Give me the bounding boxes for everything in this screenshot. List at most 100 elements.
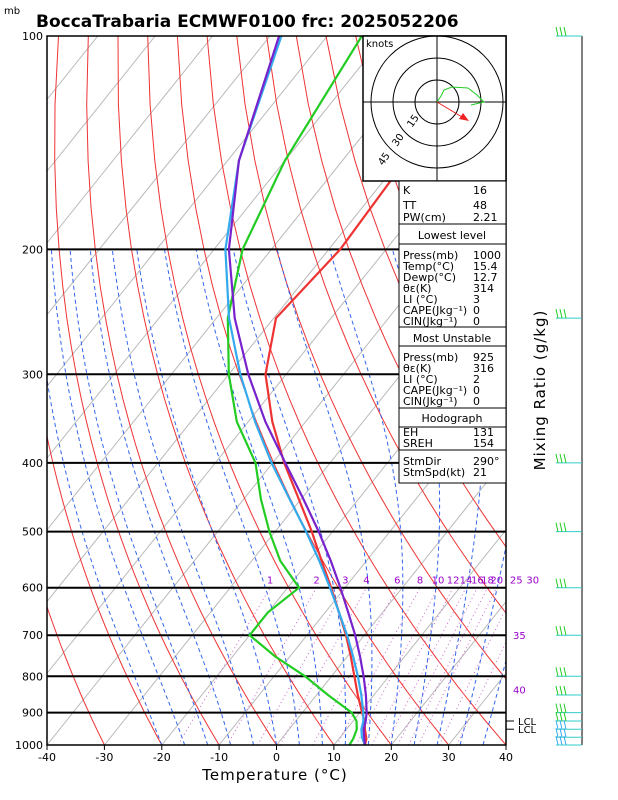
hodo-stmspd-val: 21 bbox=[473, 466, 487, 479]
dry-adiabat-line bbox=[564, 36, 618, 745]
mu-cin-key: CIN(Jkg⁻¹) bbox=[403, 395, 458, 408]
pressure-tick-label: 700 bbox=[22, 629, 43, 642]
hodo-stmdir-val: 290° bbox=[473, 455, 500, 468]
wind-barb-feather bbox=[555, 703, 559, 713]
mixing-ratio-line bbox=[336, 587, 421, 745]
wind-barb-feather bbox=[559, 703, 563, 713]
mu-thetae-val: 316 bbox=[473, 362, 494, 375]
wind-barb-feather bbox=[555, 685, 559, 696]
wind-barb-feather bbox=[563, 522, 567, 532]
mixing-ratio-label: 30 bbox=[526, 576, 539, 587]
wind-barb-feather bbox=[559, 453, 563, 464]
idx-k-val: 16 bbox=[473, 184, 487, 197]
idx-k-key: K bbox=[403, 184, 411, 197]
mixing-ratio-label: 25 bbox=[510, 576, 523, 587]
hodograph-ring-15 bbox=[414, 79, 460, 125]
moist-adiabat-line bbox=[47, 376, 163, 745]
mu-press-key: Press(mb) bbox=[403, 351, 458, 364]
pressure-unit-label: mb bbox=[4, 6, 20, 17]
low-li-val: 3 bbox=[473, 293, 480, 306]
pressure-tick-label: 600 bbox=[22, 582, 43, 595]
mixing-ratio-line bbox=[438, 607, 506, 745]
indices-box-lowest bbox=[398, 223, 507, 328]
wind-barb-feather bbox=[555, 626, 559, 636]
isotherm-line bbox=[563, 36, 618, 745]
dry-adiabat-line bbox=[594, 36, 618, 745]
wind-barb-feather bbox=[555, 728, 559, 738]
dewpoint-profile bbox=[226, 36, 363, 745]
x-axis-label: Temperature (°C) bbox=[201, 766, 347, 784]
mixing-ratio-line bbox=[371, 587, 454, 745]
wind-barb-feather bbox=[563, 711, 567, 722]
mu-cin-val: 0 bbox=[473, 395, 480, 408]
wind-barb-feather bbox=[563, 453, 567, 464]
wind-barb-feather bbox=[559, 667, 563, 677]
mixing-ratio-label: 2 bbox=[313, 576, 319, 587]
wind-barbs bbox=[555, 26, 583, 746]
right-axis-label: Mixing Ratio (g/kg) bbox=[531, 310, 549, 471]
low-cape-key: CAPE(Jkg⁻¹) bbox=[403, 304, 467, 317]
dry-adiabat-line bbox=[176, 36, 449, 745]
hodo-stmspd-key: StmSpd(kt) bbox=[403, 466, 465, 479]
mu-thetae-key: θε(K) bbox=[403, 362, 431, 375]
hodo-sreh-val: 154 bbox=[473, 437, 494, 450]
indices-table: K 16 TT 48 PW(cm) 2.21 Lowest level Pres… bbox=[398, 180, 507, 484]
low-press-val: 1000 bbox=[473, 249, 501, 262]
pressure-tick-label: 100 bbox=[22, 30, 43, 43]
hodograph-title: Hodograph bbox=[422, 412, 483, 425]
pressure-tick-label: 1000 bbox=[15, 739, 43, 752]
low-dewp-val: 12.7 bbox=[473, 271, 498, 284]
moist-adiabat-line bbox=[391, 249, 441, 745]
isotherm-line bbox=[47, 36, 271, 316]
pressure-tick-label: 400 bbox=[22, 457, 43, 470]
low-thetae-key: θε(K) bbox=[403, 282, 431, 295]
moist-adiabat-line bbox=[89, 249, 232, 745]
x-tick-label: 40 bbox=[499, 751, 513, 764]
wind-barb-feather bbox=[559, 728, 563, 738]
dry-adiabat-line bbox=[47, 605, 105, 745]
wind-barb-feather bbox=[555, 308, 559, 319]
hodograph-trace bbox=[436, 86, 485, 106]
wind-barb-feather bbox=[559, 685, 563, 696]
mixing-ratio-label: 10 bbox=[432, 576, 445, 587]
mu-cape-val: 0 bbox=[473, 384, 480, 397]
low-dewp-key: Dewp(°C) bbox=[403, 271, 456, 284]
low-cin-val: 0 bbox=[473, 315, 480, 328]
wind-barb-feather bbox=[559, 735, 563, 746]
mixing-ratio-label: 4 bbox=[363, 576, 369, 587]
pressure-tick-label: 200 bbox=[22, 243, 43, 256]
isotherm-line bbox=[47, 36, 328, 388]
wind-barb-feather bbox=[563, 626, 567, 636]
isotherm-line bbox=[47, 36, 213, 244]
wind-barb-feather bbox=[559, 711, 563, 722]
dry-adiabat-line bbox=[236, 36, 506, 680]
dry-adiabat-line bbox=[206, 36, 506, 745]
virtual-parcel-profile bbox=[227, 36, 368, 745]
wind-barb-feather bbox=[563, 728, 567, 738]
wind-barb-feather bbox=[563, 685, 567, 696]
x-tick-label: 20 bbox=[384, 751, 398, 764]
x-tick-label: -30 bbox=[95, 751, 113, 764]
hodo-stmdir-key: StmDir bbox=[403, 455, 442, 468]
pressure-tick-label: 900 bbox=[22, 707, 43, 720]
wind-barb-feather bbox=[563, 703, 567, 713]
chart-title: BoccaTrabaria ECMWF0100 frc: 2025052206 bbox=[36, 12, 459, 32]
wind-barb-feather bbox=[555, 578, 559, 588]
isotherm-line bbox=[47, 170, 506, 745]
mixing-ratio-line bbox=[177, 587, 271, 745]
mixing-ratio-line bbox=[408, 587, 488, 745]
pressure-tick-labels: 100 200 300 400 500 600 700 800 900 1000 bbox=[15, 30, 43, 752]
wind-barb-feather bbox=[555, 522, 559, 532]
mixing-ratio-label: 12 bbox=[447, 576, 460, 587]
dry-adiabat-line bbox=[295, 36, 506, 548]
moist-adiabat-line bbox=[482, 658, 506, 745]
wind-barb-feather bbox=[559, 720, 563, 730]
low-cin-key: CIN(Jkg⁻¹) bbox=[403, 315, 458, 328]
x-tick-label: 10 bbox=[327, 751, 341, 764]
theta-e-label: 40 bbox=[513, 686, 526, 697]
pressure-tick-label: 300 bbox=[22, 368, 43, 381]
wind-barb-feather bbox=[559, 578, 563, 588]
mixing-ratio-label: 3 bbox=[342, 576, 348, 587]
wind-barb-feather bbox=[559, 26, 563, 37]
